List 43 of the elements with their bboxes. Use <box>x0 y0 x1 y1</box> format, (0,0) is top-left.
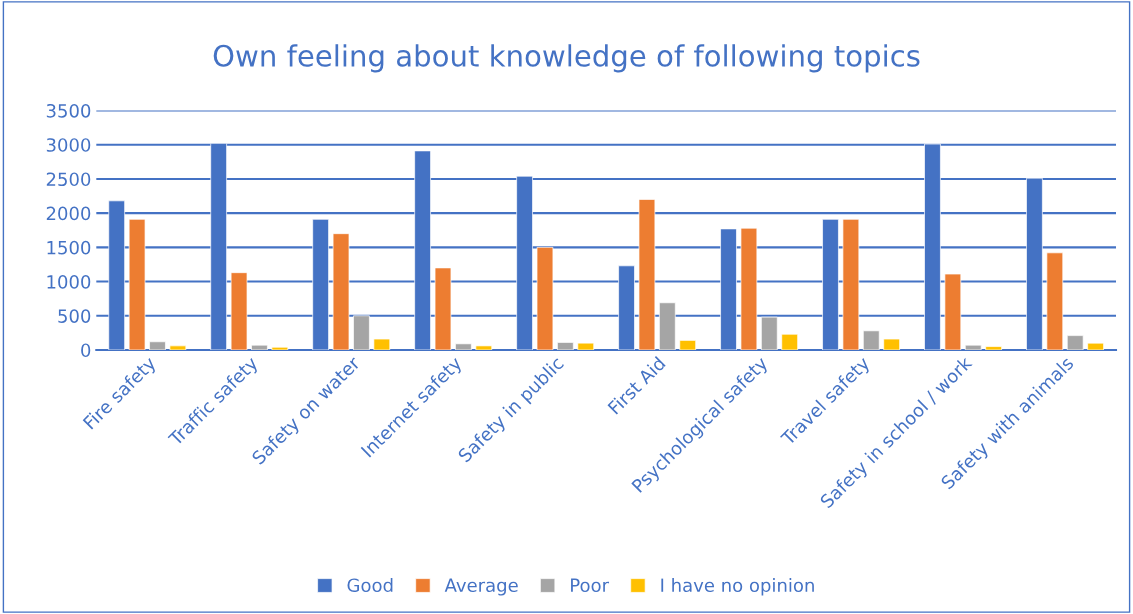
bar <box>169 345 187 350</box>
bar <box>883 338 900 350</box>
y-tick-label: 1500 <box>47 240 91 255</box>
bar <box>964 344 982 350</box>
bar <box>761 316 778 350</box>
bar <box>373 338 391 350</box>
legend-label: Poor <box>571 578 610 593</box>
bar <box>271 346 289 350</box>
y-tick-label: 1000 <box>47 275 91 289</box>
bar <box>536 247 554 350</box>
y-tick-label: 0 <box>81 343 91 358</box>
bar <box>557 342 574 350</box>
bar <box>577 342 595 350</box>
y-tick-label: 3000 <box>46 138 91 152</box>
bar <box>659 302 676 350</box>
bar <box>842 218 860 350</box>
bar <box>434 267 452 350</box>
chart-title: Own feeling about knowledge of following topics <box>213 44 920 73</box>
bar <box>740 227 758 350</box>
bar <box>985 346 1002 350</box>
y-tick-label: 3500 <box>46 103 91 118</box>
y-tick-label: 2000 <box>46 206 91 221</box>
bar <box>1066 335 1084 350</box>
legend-label: Good <box>347 578 393 593</box>
y-tick-label: 500 <box>58 309 91 323</box>
bar <box>679 340 697 350</box>
bar <box>781 333 798 350</box>
bar <box>1087 342 1104 350</box>
bar <box>475 345 493 350</box>
y-tick-label: 2500 <box>46 172 91 187</box>
bar <box>251 344 268 350</box>
bar <box>862 330 880 350</box>
legend-label: I have no opinion <box>661 578 814 596</box>
bar <box>944 273 962 350</box>
bar <box>353 315 370 350</box>
bar <box>128 218 146 350</box>
bar <box>149 341 166 350</box>
bar <box>638 199 656 350</box>
legend-label: Average <box>444 578 518 596</box>
bar <box>455 343 472 350</box>
bar <box>1046 252 1064 350</box>
bar <box>332 233 350 350</box>
bar <box>230 272 248 350</box>
